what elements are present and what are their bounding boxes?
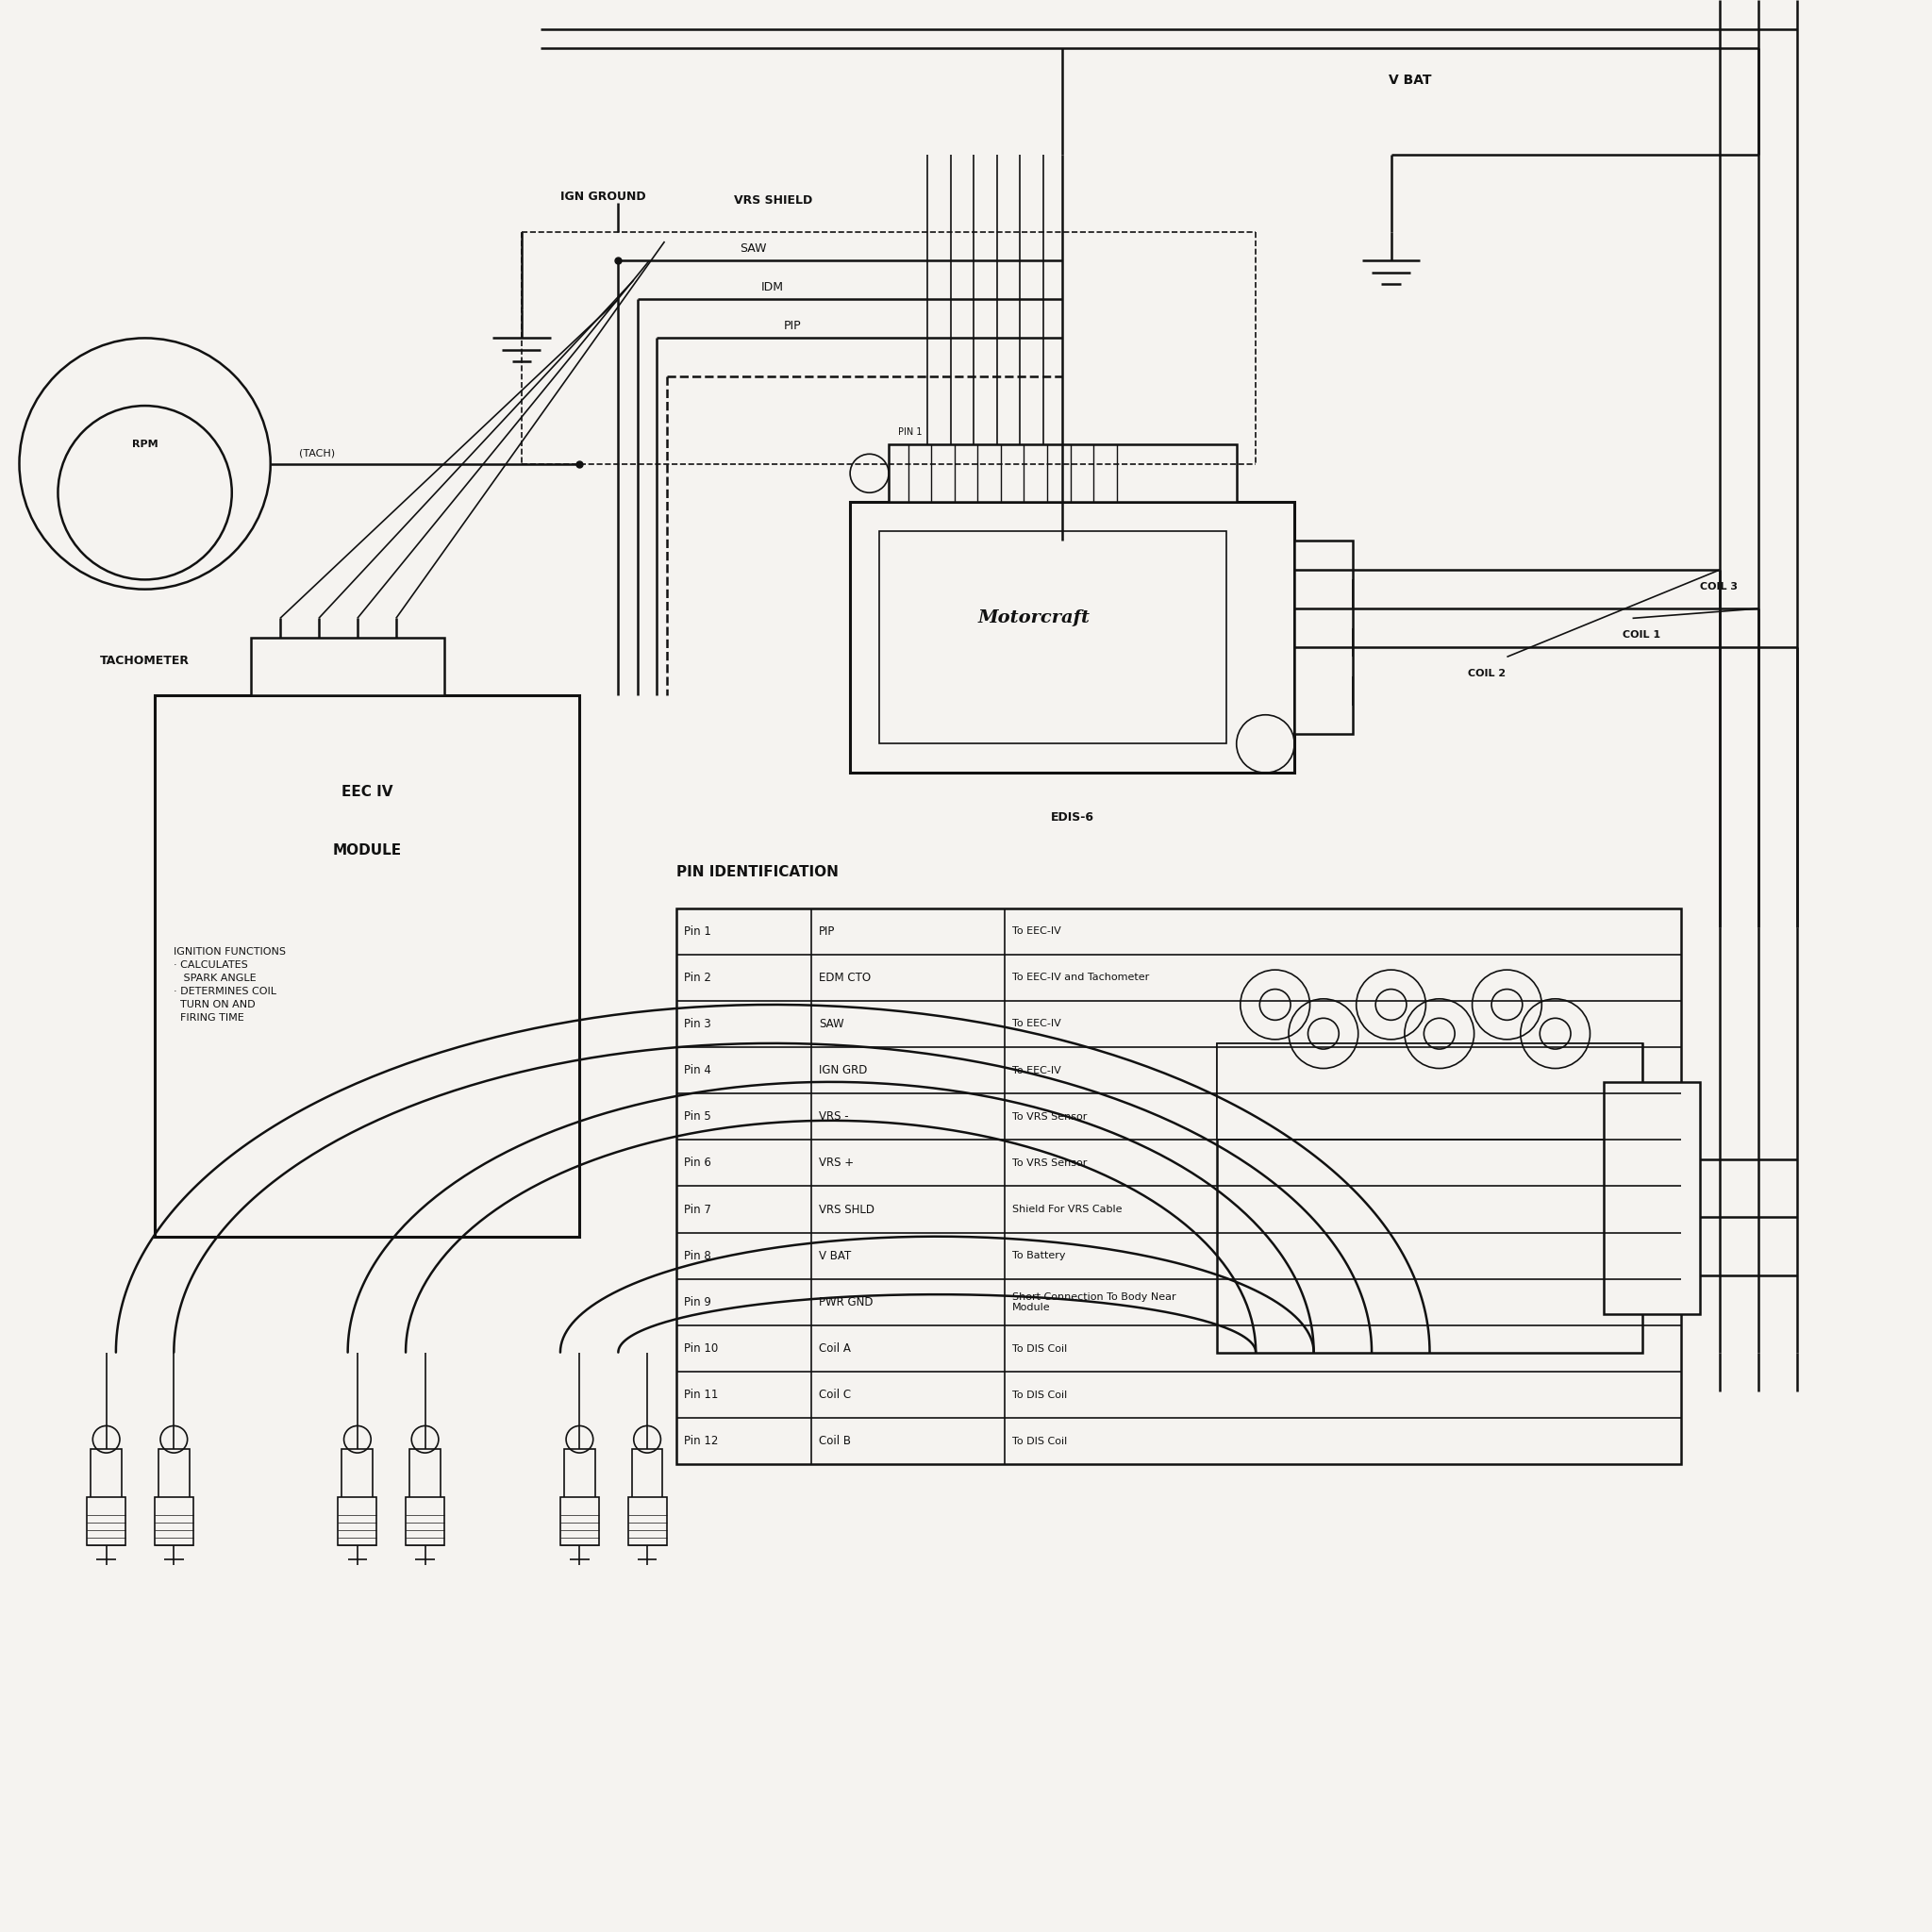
Text: IGNITION FUNCTIONS
· CALCULATES
   SPARK ANGLE
· DETERMINES COIL
  TURN ON AND
 : IGNITION FUNCTIONS · CALCULATES SPARK AN… xyxy=(174,947,286,1022)
Text: Coil B: Coil B xyxy=(819,1435,852,1447)
Text: PIP: PIP xyxy=(782,321,802,332)
Text: To EEC-IV: To EEC-IV xyxy=(1012,1066,1061,1074)
Text: IGN GRD: IGN GRD xyxy=(819,1065,867,1076)
Bar xyxy=(879,531,1227,744)
Bar xyxy=(342,1449,373,1507)
Text: Pin 6: Pin 6 xyxy=(684,1157,711,1169)
Text: EDM CTO: EDM CTO xyxy=(819,972,871,983)
Text: COIL 3: COIL 3 xyxy=(1700,582,1739,591)
Text: To Battery: To Battery xyxy=(1012,1252,1066,1260)
Text: To VRS Sensor: To VRS Sensor xyxy=(1012,1113,1088,1121)
Text: (TACH): (TACH) xyxy=(299,448,336,458)
Text: To EEC-IV and Tachometer: To EEC-IV and Tachometer xyxy=(1012,974,1150,981)
Text: SAW: SAW xyxy=(740,243,767,255)
Text: VRS SHIELD: VRS SHIELD xyxy=(734,195,811,207)
Bar xyxy=(676,908,1681,1464)
Text: Pin 7: Pin 7 xyxy=(684,1204,711,1215)
Text: To EEC-IV: To EEC-IV xyxy=(1012,927,1061,935)
Bar xyxy=(1217,1043,1642,1140)
Text: Short Connection To Body Near
Module: Short Connection To Body Near Module xyxy=(1012,1293,1177,1312)
Bar xyxy=(560,1497,599,1546)
Text: MODULE: MODULE xyxy=(332,842,402,858)
Bar xyxy=(1217,1043,1642,1352)
Text: Pin 8: Pin 8 xyxy=(684,1250,711,1262)
Text: To VRS Sensor: To VRS Sensor xyxy=(1012,1159,1088,1167)
Text: IDM: IDM xyxy=(761,282,784,294)
Bar xyxy=(889,444,1236,502)
Text: Motorcraft: Motorcraft xyxy=(978,611,1090,626)
Text: Pin 5: Pin 5 xyxy=(684,1111,711,1122)
Text: PWR GND: PWR GND xyxy=(819,1296,873,1308)
Text: IGN GROUND: IGN GROUND xyxy=(560,191,645,203)
Text: PIN 1: PIN 1 xyxy=(898,427,922,437)
Text: Coil C: Coil C xyxy=(819,1389,852,1401)
Text: Pin 10: Pin 10 xyxy=(684,1343,719,1354)
Text: To DIS Coil: To DIS Coil xyxy=(1012,1391,1066,1399)
Text: V BAT: V BAT xyxy=(1389,73,1432,87)
Text: V BAT: V BAT xyxy=(819,1250,852,1262)
Text: VRS +: VRS + xyxy=(819,1157,854,1169)
Bar xyxy=(632,1449,663,1507)
Bar xyxy=(564,1449,595,1507)
Text: COIL 1: COIL 1 xyxy=(1623,630,1662,639)
Text: Coil A: Coil A xyxy=(819,1343,852,1354)
Bar xyxy=(251,638,444,696)
Bar xyxy=(338,1497,377,1546)
Text: COIL 2: COIL 2 xyxy=(1468,668,1507,678)
Bar xyxy=(406,1497,444,1546)
Text: TACHOMETER: TACHOMETER xyxy=(100,655,189,667)
Text: VRS SHLD: VRS SHLD xyxy=(819,1204,875,1215)
Text: PIP: PIP xyxy=(819,925,835,937)
Text: Pin 9: Pin 9 xyxy=(684,1296,711,1308)
Text: EDIS-6: EDIS-6 xyxy=(1051,811,1094,823)
Bar xyxy=(155,1497,193,1546)
Text: VRS -: VRS - xyxy=(819,1111,848,1122)
Bar xyxy=(850,502,1294,773)
Text: To EEC-IV: To EEC-IV xyxy=(1012,1020,1061,1028)
Bar xyxy=(87,1497,126,1546)
Text: RPM: RPM xyxy=(131,440,158,448)
Bar xyxy=(155,696,580,1236)
Text: Pin 4: Pin 4 xyxy=(684,1065,711,1076)
Text: Pin 11: Pin 11 xyxy=(684,1389,719,1401)
Text: Pin 12: Pin 12 xyxy=(684,1435,719,1447)
Text: Pin 1: Pin 1 xyxy=(684,925,711,937)
Text: Shield For VRS Cable: Shield For VRS Cable xyxy=(1012,1206,1122,1213)
Text: Pin 3: Pin 3 xyxy=(684,1018,711,1030)
Bar xyxy=(91,1449,122,1507)
Text: EEC IV: EEC IV xyxy=(342,784,392,800)
Text: To DIS Coil: To DIS Coil xyxy=(1012,1437,1066,1445)
Text: PIN IDENTIFICATION: PIN IDENTIFICATION xyxy=(676,866,838,879)
Bar xyxy=(628,1497,667,1546)
Bar xyxy=(410,1449,440,1507)
Text: Pin 2: Pin 2 xyxy=(684,972,711,983)
Bar xyxy=(158,1449,189,1507)
Bar xyxy=(1294,541,1352,734)
Bar xyxy=(1604,1082,1700,1314)
Text: SAW: SAW xyxy=(819,1018,844,1030)
Text: To DIS Coil: To DIS Coil xyxy=(1012,1345,1066,1352)
